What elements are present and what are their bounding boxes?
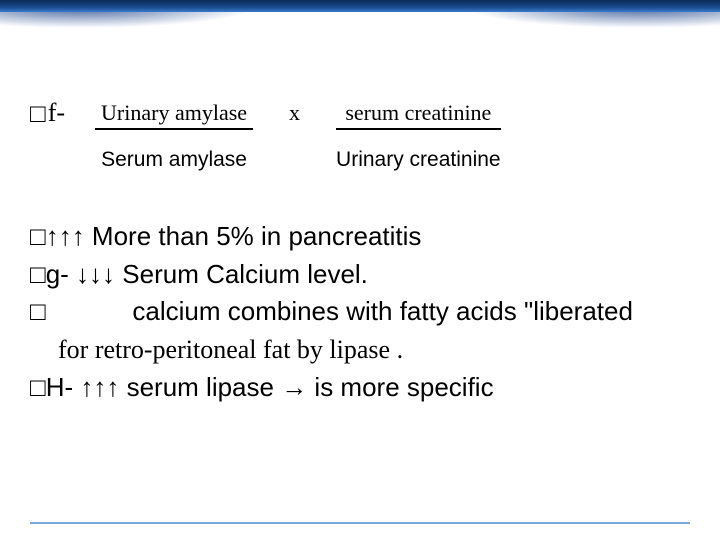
slide-content: □ f- Urinary amylase Serum amylase x ser… [30,100,690,406]
body-text: □↑↑↑ More than 5% in pancreatitis □g- ↓↓… [30,218,690,406]
fraction-right-numerator: serum creatinine [339,100,497,126]
fraction-left: Urinary amylase Serum amylase [95,100,253,172]
line-2: □g- ↓↓↓ Serum Calcium level. [30,256,690,294]
line-4: □H- ↑↑↑ serum lipase → is more specific [30,369,690,407]
formula-row: □ f- Urinary amylase Serum amylase x ser… [30,100,690,172]
formula-prefix-label: f- [48,100,65,126]
fraction-right-line [336,128,501,130]
line-3b: for retro-peritoneal fat by lipase . [30,331,690,369]
line-1: □↑↑↑ More than 5% in pancreatitis [30,218,690,256]
multiply-operator: x [289,100,300,126]
fraction-left-line [95,128,253,130]
header-gradient-bar [0,0,720,12]
fraction-left-numerator: Urinary amylase [95,100,253,126]
fraction-right-denominator: Urinary creatinine [336,148,501,172]
fraction-left-denominator: Serum amylase [101,148,247,172]
bullet-square: □ [30,100,46,126]
footer-rule [30,522,690,524]
fraction-right: serum creatinine Urinary creatinine [336,100,501,172]
line-3a: □ calcium combines with fatty acids "lib… [30,293,690,331]
